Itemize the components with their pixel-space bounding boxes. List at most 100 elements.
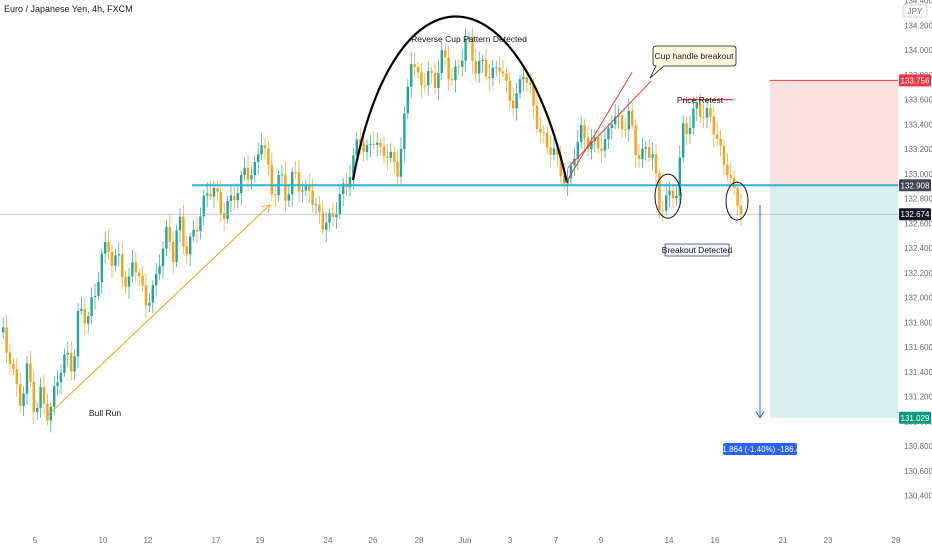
candle-body: [70, 353, 73, 372]
price-label-box-target: [899, 411, 931, 424]
candle-body: [284, 174, 287, 201]
price-tick-label: 133.000: [904, 170, 932, 179]
candle-body: [348, 177, 352, 188]
candle-body: [644, 147, 647, 149]
price-label-target: 131.029: [901, 414, 930, 423]
candle-body: [597, 137, 600, 149]
currency-badge-box[interactable]: [902, 4, 928, 18]
time-tick-label: 26: [369, 536, 378, 545]
candle-body: [614, 116, 617, 125]
candle-body: [195, 229, 199, 232]
candle-body: [474, 61, 477, 74]
candle-body: [304, 185, 307, 191]
candle-body: [294, 171, 297, 173]
candle-body: [325, 222, 328, 230]
candle-body: [32, 381, 35, 412]
candle-body: [447, 57, 450, 80]
candle-body: [651, 154, 654, 158]
candle-body: [121, 254, 124, 277]
time-tick-label: 28: [892, 536, 901, 545]
cup-pattern-label: Reverse Cup Pattern Detected: [411, 34, 527, 44]
reverse-cup-arc: [351, 15, 569, 183]
candle-body: [46, 403, 49, 421]
candle-body: [124, 276, 127, 287]
candle-body: [705, 108, 709, 118]
candle-body: [260, 145, 263, 155]
candle-body: [335, 214, 338, 217]
candle-body: [178, 217, 182, 231]
candle-body: [97, 281, 100, 296]
candle-body: [603, 139, 607, 151]
time-tick-label: 17: [212, 536, 221, 545]
candle-body: [450, 79, 454, 81]
breakout-circle-left: [654, 173, 682, 219]
candle-body: [342, 183, 345, 194]
candle-body: [42, 387, 46, 404]
time-tick-label: 16: [711, 536, 720, 545]
bull-run-arrow-head: [261, 204, 271, 213]
currency-badge[interactable]: JPY: [908, 7, 923, 16]
candle-body: [410, 64, 413, 87]
candle-body: [478, 61, 481, 74]
candle-body: [600, 148, 603, 151]
candle-body: [141, 275, 144, 286]
bull-run-arrow: [47, 204, 271, 416]
candle-body: [223, 213, 226, 220]
price-tick-label: 131.200: [904, 393, 932, 402]
candle-body: [274, 194, 277, 196]
candle-body: [73, 356, 76, 372]
price-labels: 133.756 132.908 132.674 131.029: [899, 74, 931, 424]
candle-body: [665, 195, 668, 211]
candle-body: [49, 406, 52, 421]
candle-body: [624, 129, 627, 130]
candle-body: [484, 59, 488, 77]
candle-body: [423, 85, 426, 86]
candle-body: [437, 72, 440, 88]
candle-body: [654, 154, 658, 174]
symbol-title[interactable]: Euro / Japanese Yen, 4h, FXCM: [4, 4, 133, 14]
candle-body: [212, 188, 216, 197]
candle-body: [87, 316, 90, 324]
candle-body: [22, 393, 25, 406]
candle-body: [209, 193, 212, 197]
price-label-box-entry: [899, 179, 931, 192]
handle-callout-box: [649, 45, 737, 79]
candle-body: [709, 108, 712, 117]
candle-body: [668, 190, 671, 196]
candle-body: [338, 193, 341, 215]
candle-body: [270, 164, 273, 195]
candle-body: [518, 79, 522, 94]
candle-body: [467, 37, 471, 40]
candle-body: [610, 124, 613, 129]
candle-body: [263, 145, 267, 149]
candle-body: [202, 195, 205, 217]
candle-body: [529, 82, 532, 85]
candle-body: [607, 128, 610, 140]
candle-body: [481, 59, 484, 62]
candle-body: [580, 125, 583, 143]
candle-body: [726, 164, 729, 176]
candle-body: [457, 66, 460, 68]
handle-callout: Cup handle breakout: [649, 45, 737, 79]
price-tick-label: 132.600: [904, 219, 932, 228]
price-label-box-stop: [899, 74, 931, 87]
candle-body: [590, 140, 593, 150]
candle-body: [461, 60, 464, 67]
price-tick-label: 131.600: [904, 343, 932, 352]
candle-body: [420, 72, 423, 86]
price-tick-label: 134.200: [904, 21, 932, 30]
candle-body: [556, 148, 559, 155]
candle-body: [226, 200, 229, 220]
price-tick-label: 131.800: [904, 318, 932, 327]
candle-body: [403, 113, 406, 150]
price-tick-label: 130.400: [904, 492, 932, 501]
time-axis[interactable]: 5 10 12 17 19 24 26 28 Jun 3 7 9 14 16 21 23 28: [33, 536, 901, 545]
candle-body: [253, 161, 256, 176]
candle-body: [627, 110, 630, 130]
breakout-detected-label: Breakout Detected: [662, 245, 733, 255]
candle-body: [331, 213, 335, 217]
candle-body: [110, 251, 114, 266]
candle-body: [19, 384, 22, 406]
time-tick-label: 3: [508, 536, 513, 545]
